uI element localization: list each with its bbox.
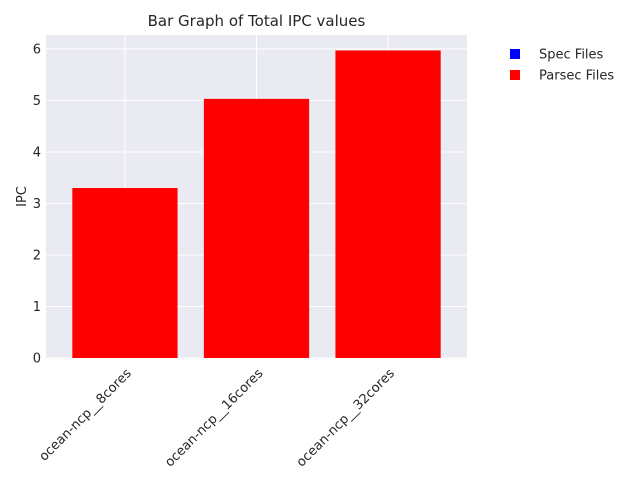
bar-ocean-ncp__32cores <box>335 50 441 359</box>
y-axis-ticks: 0 1 2 3 4 5 6 <box>33 42 41 366</box>
bar-ocean-ncp__8cores <box>72 188 178 358</box>
x-tick-label: ocean-ncp__32cores <box>294 366 398 470</box>
y-tick-label: 3 <box>33 197 41 212</box>
legend-marker <box>510 49 520 59</box>
legend-label: Parsec Files <box>539 69 614 84</box>
chart-title: Bar Graph of Total IPC values <box>148 12 366 30</box>
y-tick-label: 2 <box>33 248 41 263</box>
y-axis-label: IPC <box>15 186 30 207</box>
x-tick-label: ocean-ncp__16cores <box>162 366 266 470</box>
y-tick-label: 0 <box>33 352 41 367</box>
bars <box>72 50 441 359</box>
y-tick-label: 6 <box>33 42 41 57</box>
bar-ocean-ncp__16cores <box>203 98 310 358</box>
y-tick-label: 4 <box>33 145 41 160</box>
x-axis-ticks: ocean-ncp__8cores ocean-ncp__16cores ocean… <box>37 366 398 470</box>
y-tick-label: 1 <box>33 300 41 315</box>
x-tick-label: ocean-ncp__8cores <box>37 366 135 464</box>
legend-label: Spec Files <box>539 48 604 63</box>
legend-marker <box>510 70 520 80</box>
legend: Spec Files Parsec Files <box>510 48 614 84</box>
y-tick-label: 5 <box>33 94 41 109</box>
